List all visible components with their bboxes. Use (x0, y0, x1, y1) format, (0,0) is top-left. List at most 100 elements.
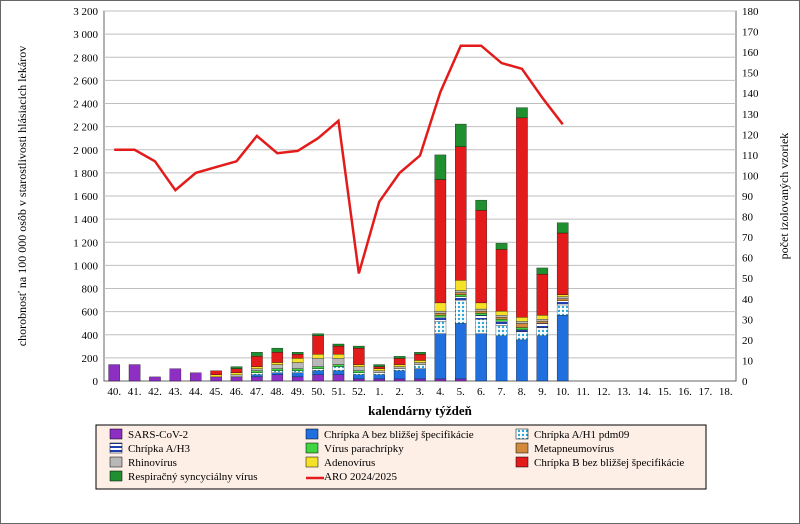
bar-seg (312, 369, 323, 371)
bar-seg (312, 334, 323, 336)
bar-seg (353, 371, 364, 373)
bar-seg (496, 249, 507, 311)
bar-seg (292, 371, 303, 373)
bar-seg (353, 379, 364, 381)
bar-seg (435, 317, 446, 321)
bar-seg (272, 365, 283, 369)
bar-seg (496, 317, 507, 319)
bar-seg (272, 375, 283, 381)
yl-tick: 2 400 (73, 99, 98, 111)
x-tick: 41. (128, 386, 142, 398)
x-tick: 15. (658, 386, 672, 398)
bar-seg (272, 369, 283, 371)
x-tick: 52. (352, 386, 366, 398)
bar-seg (312, 358, 323, 366)
bar-seg (557, 233, 568, 295)
bar-seg (557, 315, 568, 381)
bar-seg (537, 321, 548, 323)
yl-tick: 1 400 (73, 214, 98, 226)
x-tick: 48. (270, 386, 284, 398)
bar-seg (414, 379, 425, 381)
legend-swatch (516, 443, 528, 453)
yr-tick: 20 (742, 335, 754, 347)
yr-tick: 170 (742, 27, 759, 39)
bar-seg (516, 108, 527, 118)
bar-seg (435, 334, 446, 379)
x-tick: 1. (375, 386, 384, 398)
yl-tick: 3 200 (73, 6, 98, 18)
bar-seg (353, 346, 364, 348)
bar-seg (557, 299, 568, 301)
bar-seg (333, 371, 344, 375)
x-tick: 10. (556, 386, 570, 398)
bar-seg (414, 360, 425, 362)
bar-seg (496, 315, 507, 317)
bar-seg (251, 356, 262, 366)
bar-seg (455, 295, 466, 297)
bar-seg (292, 363, 303, 369)
legend-label: Rhinovírus (128, 457, 177, 469)
yl-tick: 400 (82, 330, 99, 342)
x-tick: 7. (497, 386, 506, 398)
x-tick: 12. (597, 386, 611, 398)
bar-seg (149, 377, 160, 381)
bar-seg (333, 358, 344, 364)
bar-seg (333, 344, 344, 346)
x-tick: 49. (291, 386, 305, 398)
yr-tick: 0 (742, 376, 748, 388)
bar-seg (537, 315, 548, 319)
x-tick: 17. (699, 386, 713, 398)
yl-tick: 1 200 (73, 237, 98, 249)
bar-seg (394, 369, 405, 371)
bar-seg (516, 118, 527, 317)
bar-seg (394, 358, 405, 364)
y-left-title: chorobnosť na 100 000 osôb v starostlivo… (15, 46, 29, 346)
legend-swatch (110, 457, 122, 467)
bar-seg (312, 371, 323, 375)
bar-seg (272, 352, 283, 362)
legend-label: Chrípka B bez bližšej špecifikácie (534, 457, 684, 469)
bar-seg (455, 124, 466, 147)
bar-seg (353, 375, 364, 379)
x-tick: 42. (148, 386, 162, 398)
bar-seg (170, 369, 181, 381)
bar-seg (516, 340, 527, 381)
legend-label: Chrípka A bez bližšej špecifikácie (324, 429, 474, 441)
legend-label: Metapneumovírus (534, 443, 614, 455)
bar-seg (394, 356, 405, 358)
bar-seg (129, 365, 140, 381)
bar-seg (476, 309, 487, 311)
legend-swatch (306, 443, 318, 453)
yr-tick: 100 (742, 170, 759, 182)
x-tick: 2. (395, 386, 404, 398)
legend-swatch (110, 471, 122, 481)
bar-seg (516, 328, 527, 330)
bar-seg (496, 319, 507, 321)
bar-seg (251, 352, 262, 356)
bar-seg (333, 367, 344, 371)
bar-seg (476, 315, 487, 319)
yl-tick: 1 800 (73, 168, 98, 180)
bar-seg (353, 365, 364, 367)
legend-label: Respiračný syncyciálny vírus (128, 471, 258, 483)
yr-tick: 140 (742, 88, 759, 100)
bar-seg (557, 297, 568, 299)
bar-seg (394, 365, 405, 367)
bar-seg (374, 365, 385, 367)
yr-tick: 130 (742, 109, 759, 121)
bar-seg (496, 243, 507, 249)
yr-tick: 110 (742, 150, 759, 162)
bar-seg (292, 354, 303, 358)
bar-seg (333, 346, 344, 354)
bar-seg (251, 371, 262, 373)
bar-seg (537, 328, 548, 336)
bar-seg (231, 369, 242, 373)
bar-seg (292, 377, 303, 381)
bar-seg (292, 369, 303, 371)
legend-swatch (306, 457, 318, 467)
bar-seg (414, 365, 425, 369)
bar-seg (435, 180, 446, 303)
bar-seg (557, 305, 568, 315)
bar-seg (435, 379, 446, 381)
legend-label: Vírus parachrípky (324, 443, 404, 455)
